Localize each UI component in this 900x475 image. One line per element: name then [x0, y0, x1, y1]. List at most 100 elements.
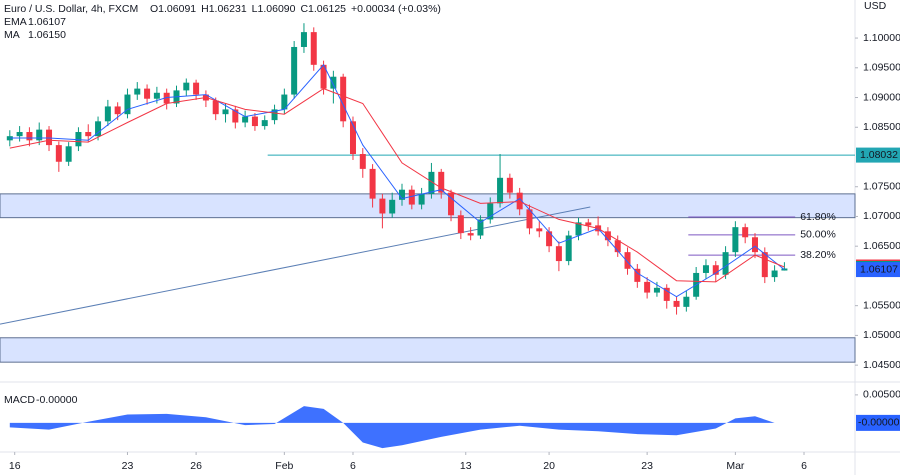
currency: USD	[864, 0, 887, 12]
candle-body	[95, 121, 102, 137]
candle-body	[271, 109, 278, 121]
candle-body	[153, 92, 160, 99]
legend-name: MA	[4, 29, 20, 41]
candle-body	[653, 287, 660, 293]
candle-body	[55, 145, 62, 162]
candle-body	[222, 109, 229, 115]
price-label: 1.06107	[860, 263, 898, 275]
price-label: -0.00000	[858, 417, 900, 429]
fib-label: 50.00%	[800, 229, 836, 241]
candle-body	[124, 94, 131, 115]
ohlc-value: O1.06091	[150, 3, 196, 15]
candle-body	[291, 46, 298, 95]
x-tick-label: Mar	[726, 460, 745, 472]
x-tick-label: 23	[641, 460, 653, 472]
candle-body	[536, 228, 543, 232]
ohlc-value: +0.00034 (+0.03%)	[351, 3, 441, 15]
x-tick-label: 16	[9, 460, 21, 472]
candle-body	[575, 222, 582, 236]
candle-body	[585, 222, 592, 226]
candle-body	[340, 76, 347, 122]
candle-body	[134, 88, 141, 95]
y-tick-label: 1.05500	[863, 299, 900, 311]
x-tick-label: 20	[543, 460, 555, 472]
candle-body	[16, 132, 23, 137]
candle-body	[242, 116, 249, 123]
candle-body	[742, 227, 749, 238]
candle-body	[428, 171, 435, 194]
macd-area	[9, 406, 775, 449]
legend-name: EMA	[4, 16, 27, 28]
candle-body	[232, 109, 239, 123]
candle-body	[604, 231, 611, 241]
candle-body	[369, 168, 376, 199]
candle-body	[408, 189, 415, 205]
y-tick-label: 1.06500	[863, 240, 900, 252]
support-zone	[0, 193, 856, 219]
candle-body	[300, 32, 307, 47]
candle-body	[310, 32, 317, 65]
legend-value: -0.00000	[36, 394, 78, 406]
candle-body	[751, 237, 758, 253]
price-label-box	[856, 414, 900, 431]
candle-body	[614, 240, 621, 253]
candle-body	[163, 92, 170, 104]
candle-body	[320, 64, 327, 89]
candle-body	[36, 129, 43, 141]
y-tick-label: 1.10000	[863, 32, 900, 44]
ohlc-value: H1.06231	[201, 3, 247, 15]
candle-body	[183, 82, 190, 91]
candle-body	[114, 106, 121, 115]
y-tick-label: 1.08500	[863, 121, 900, 133]
x-tick-label: Feb	[275, 460, 293, 472]
price-label: 1.08032	[860, 149, 898, 161]
candle-body	[85, 132, 92, 137]
candle-body	[624, 252, 631, 269]
indicator-line	[9, 63, 785, 298]
legend-name: MACD	[4, 394, 35, 406]
y-tick-label: 1.05000	[863, 329, 900, 341]
y-tick-label: 1.07500	[863, 181, 900, 193]
price-label-box	[856, 262, 900, 278]
trend-line	[0, 206, 591, 325]
y-tick-label: 0.00500	[863, 389, 900, 401]
candle-body	[565, 235, 572, 262]
candle-body	[771, 270, 778, 278]
ohlc-value: C1.06125	[300, 3, 346, 15]
y-tick-label: 1.09500	[863, 62, 900, 74]
x-tick-label: 23	[122, 460, 134, 472]
x-tick-label: 13	[460, 460, 472, 472]
candle-body	[526, 209, 533, 229]
y-tick-label: 1.09000	[863, 91, 900, 103]
candle-body	[46, 129, 53, 146]
candle-body	[418, 193, 425, 205]
legend-value: 1.06150	[28, 29, 66, 41]
candle-body	[516, 192, 523, 210]
candle-body	[359, 154, 366, 169]
symbol: Euro / U.S. Dollar, 4h, FXCM	[4, 3, 138, 15]
candle-body	[212, 100, 219, 115]
x-tick-label: 26	[190, 460, 202, 472]
candle-body	[487, 203, 494, 220]
candle-body	[497, 177, 504, 204]
x-tick-label: 6	[801, 460, 807, 472]
candle-body	[438, 171, 445, 193]
candle-body	[555, 246, 562, 262]
price-label-box	[856, 147, 900, 163]
candle-body	[712, 265, 719, 275]
candle-body	[644, 281, 651, 293]
fib-label: 38.20%	[800, 249, 836, 261]
candle-body	[75, 132, 82, 147]
x-tick-label: 6	[350, 460, 356, 472]
candle-body	[467, 233, 474, 236]
candle-body	[144, 88, 151, 99]
candle-body	[26, 132, 33, 141]
candle-body	[663, 287, 670, 301]
candle-body	[379, 198, 386, 214]
candle-body	[104, 106, 111, 122]
candle-body	[673, 300, 680, 307]
candle-body	[389, 199, 396, 214]
indicator-line	[9, 88, 785, 283]
